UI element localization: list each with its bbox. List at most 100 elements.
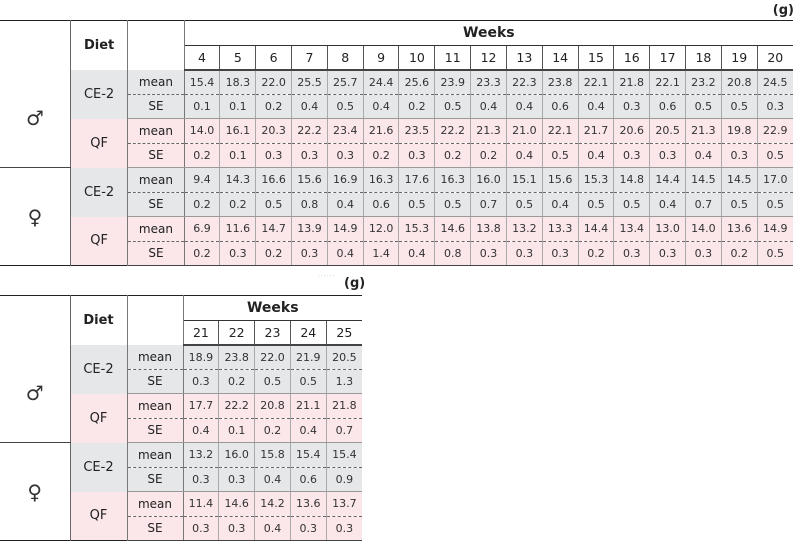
mean-value-cell: 21.8: [613, 69, 650, 95]
unit-label-bottom: (g): [344, 276, 366, 291]
se-value-cell: 0.3: [255, 143, 292, 168]
table-row: ♂ CE-2 mean 18.9 23.8 22.0 21.9 20.5: [0, 344, 363, 443]
mean-value-cell: 17.6: [398, 167, 435, 193]
mean-value-cell: 15.1: [505, 167, 543, 193]
mean-value-cell: 23.8: [218, 344, 255, 370]
table-row: QF mean 11.4 14.6 14.2 13.6 13.7: [0, 491, 363, 541]
se-value-cell: 0.5: [434, 192, 471, 217]
mean-value-cell: 15.4: [325, 442, 363, 468]
mean-value-cell: 20.8: [720, 69, 758, 95]
se-value-cell: 0.5: [326, 94, 364, 119]
diet-label: QF: [70, 118, 129, 168]
se-value-cell: 0.4: [541, 192, 579, 217]
female-symbol: ♀: [0, 442, 71, 541]
mean-value-cell: 14.7: [255, 216, 292, 242]
week-label: 11: [434, 45, 471, 71]
table-row: ♂ CE-2 mean 15.4 18.3 22.0 25.5 25.7 24.4 25.6 23.…: [0, 69, 793, 168]
table-row: SE 0.3 0.3 0.4 0.6 0.9: [0, 467, 363, 492]
se-value-cell: 0.4: [326, 241, 364, 266]
mean-value-cell: 23.4: [326, 118, 364, 144]
se-value-cell: 0.4: [254, 467, 291, 492]
se-value-cell: 0.1: [219, 143, 256, 168]
mean-value-cell: 14.4: [577, 216, 614, 242]
diet-label: CE-2: [70, 167, 129, 217]
mean-value-cell: 23.8: [541, 69, 579, 95]
mean-value-cell: 6.9: [184, 216, 220, 242]
se-label: SE: [127, 369, 184, 394]
se-value-cell: 0.5: [505, 192, 543, 217]
se-value-cell: 0.5: [684, 94, 722, 119]
mean-value-cell: 13.6: [289, 491, 327, 517]
se-value-cell: 0.3: [289, 516, 327, 541]
mean-value-cell: 15.3: [577, 167, 614, 193]
mean-value-cell: 9.4: [184, 167, 220, 193]
header-stat-blank: [127, 295, 184, 345]
se-value-cell: 0.8: [434, 241, 471, 266]
se-value-cell: 0.5: [255, 192, 292, 217]
mean-value-cell: 13.7: [325, 491, 363, 517]
se-value-cell: 0.2: [218, 369, 255, 394]
mean-value-cell: 13.6: [720, 216, 758, 242]
se-value-cell: 0.3: [470, 241, 507, 266]
week-number-row: 4 5 6 7 8 9 10 11 12 13 14 15 16 17 18 19 20: [0, 45, 793, 71]
table-row: SE 0.3 0.2 0.5 0.5 1.3: [0, 369, 363, 394]
mean-value-cell: 15.4: [184, 69, 220, 95]
week-label: 15: [577, 45, 614, 71]
week-label: 14: [541, 45, 579, 71]
mean-value-cell: 20.6: [613, 118, 650, 144]
table-row: QF mean 17.7 22.2 20.8 21.1 21.8: [0, 393, 363, 443]
se-label: SE: [127, 143, 185, 168]
mean-value-cell: 21.3: [684, 118, 722, 144]
se-value-cell: 0.2: [398, 94, 435, 119]
se-value-cell: 0.7: [470, 192, 507, 217]
mean-label: mean: [127, 69, 185, 95]
mean-value-cell: 25.5: [291, 69, 328, 95]
diet-label: CE-2: [70, 442, 128, 492]
se-value-cell: 0.4: [326, 192, 364, 217]
mean-value-cell: 20.5: [325, 344, 363, 370]
diet-label: QF: [70, 393, 128, 443]
se-value-cell: 0.3: [505, 241, 543, 266]
se-value-cell: 0.2: [470, 143, 507, 168]
se-value-cell: 0.3: [218, 516, 255, 541]
week-label: 25: [325, 320, 363, 346]
table-row: SE 0.4 0.1 0.2 0.4 0.7: [0, 418, 363, 443]
mean-value-cell: 22.1: [541, 118, 579, 144]
se-value-cell: 0.9: [325, 467, 363, 492]
mean-value-cell: 21.6: [362, 118, 399, 144]
diet-label: QF: [70, 491, 128, 541]
se-value-cell: 0.3: [219, 241, 256, 266]
mean-value-cell: 14.5: [684, 167, 722, 193]
weeks-header: Weeks: [183, 295, 363, 321]
week-label: 16: [613, 45, 650, 71]
mean-value-cell: 18.9: [183, 344, 219, 370]
mean-value-cell: 13.3: [541, 216, 579, 242]
se-label: SE: [127, 467, 184, 492]
se-value-cell: 0.2: [720, 241, 758, 266]
mean-value-cell: 17.7: [183, 393, 219, 419]
se-value-cell: 0.2: [254, 418, 291, 443]
se-value-cell: 0.2: [577, 241, 614, 266]
se-value-cell: 0.5: [756, 241, 793, 266]
se-value-cell: 0.5: [577, 192, 614, 217]
se-value-cell: 0.5: [756, 143, 793, 168]
table-row: SE 0.2 0.3 0.2 0.3 0.4 1.4 0.4 0.8 0.3 0.3 0.3 0.2 0.…: [0, 241, 793, 266]
se-value-cell: 0.6: [541, 94, 579, 119]
se-value-cell: 0.3: [183, 516, 219, 541]
se-value-cell: 0.1: [219, 94, 256, 119]
mean-value-cell: 15.4: [289, 442, 327, 468]
mean-value-cell: 13.9: [291, 216, 328, 242]
mean-value-cell: 19.8: [720, 118, 758, 144]
week-label: 5: [219, 45, 256, 71]
mean-value-cell: 25.7: [326, 69, 364, 95]
se-label: SE: [127, 516, 184, 541]
se-value-cell: 0.3: [398, 143, 435, 168]
mean-value-cell: 14.4: [649, 167, 686, 193]
se-value-cell: 0.5: [289, 369, 327, 394]
week-label: 23: [254, 320, 291, 346]
mean-value-cell: 22.2: [291, 118, 328, 144]
se-label: SE: [127, 418, 184, 443]
mean-value-cell: 15.6: [291, 167, 328, 193]
week-label: 4: [184, 45, 220, 71]
se-value-cell: 0.4: [684, 143, 722, 168]
